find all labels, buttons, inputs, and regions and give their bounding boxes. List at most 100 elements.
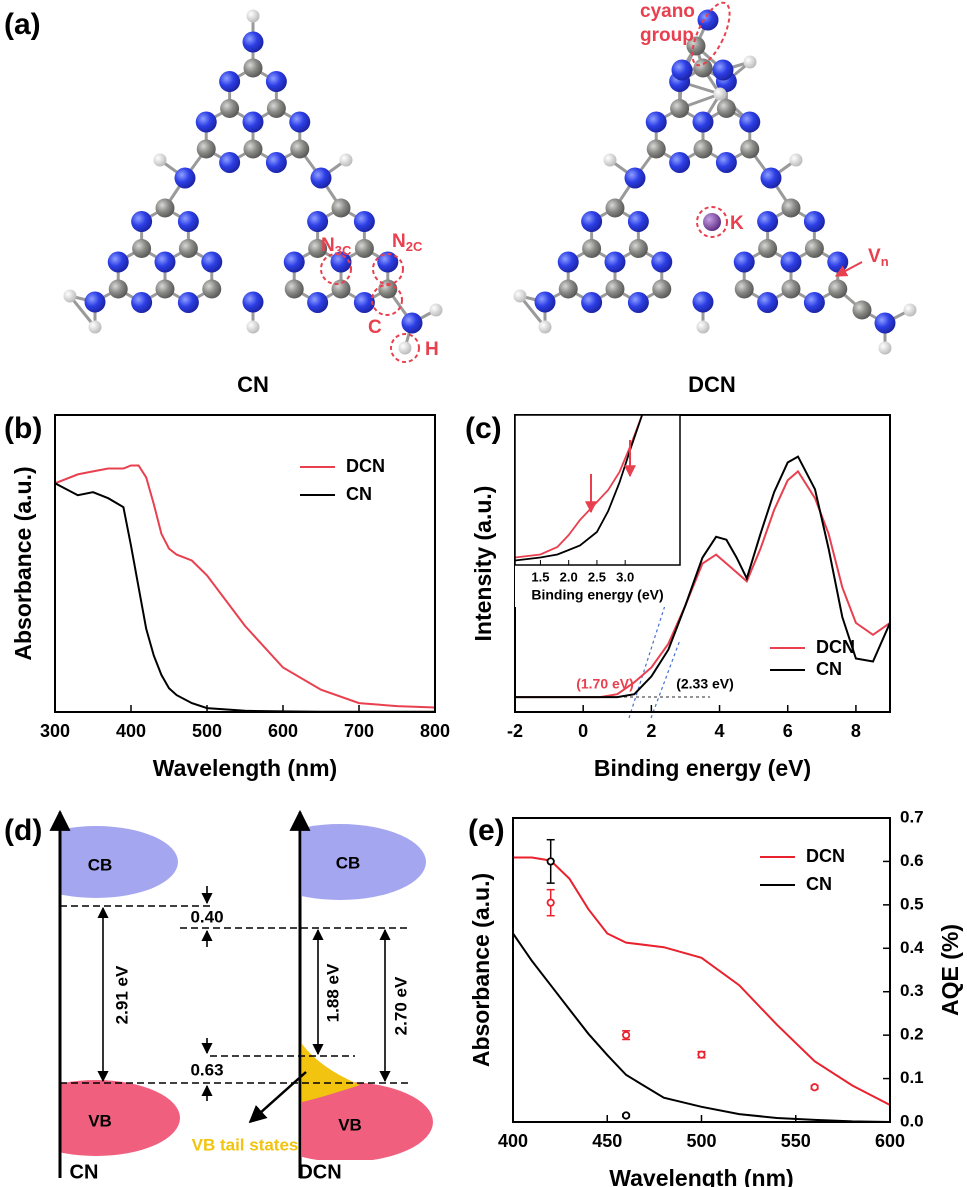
- atom: [354, 239, 374, 258]
- atom: [246, 320, 260, 334]
- x-tick-label: 8: [851, 721, 861, 741]
- band-label: VB: [338, 1115, 362, 1134]
- panel-label: (a): [4, 8, 41, 41]
- atom-label-main: N: [321, 235, 335, 256]
- atom: [646, 139, 666, 159]
- atom: [827, 251, 849, 273]
- atom: [693, 58, 713, 78]
- band-label: CB: [336, 853, 361, 872]
- atom: [177, 211, 199, 232]
- atom: [557, 251, 579, 273]
- atom: [265, 152, 287, 173]
- y2-axis-label: AQE (%): [937, 924, 963, 1016]
- atom: [743, 55, 757, 69]
- atom: [265, 71, 287, 92]
- y-axis-label: Intensity (a.u.): [470, 486, 496, 642]
- x-tick-label: 500: [192, 721, 222, 741]
- legend-label: DCN: [346, 456, 385, 476]
- atom: [627, 292, 649, 313]
- legend-label: DCN: [806, 846, 845, 866]
- tail-label: VB tail states: [192, 1135, 299, 1154]
- y2-tick-label: 0.6: [900, 851, 924, 870]
- highlight: [390, 333, 420, 363]
- band-labels: CB CB VB VB 0.40 0.63 2.91 eV 1.88 eV 2.…: [70, 853, 411, 1183]
- atom: [713, 87, 727, 101]
- point: [621, 1031, 631, 1040]
- levels: [60, 905, 410, 1084]
- atom: [219, 71, 241, 92]
- atom: [582, 239, 602, 258]
- atom: [331, 279, 351, 299]
- y2-tick-label: 0.7: [900, 807, 924, 826]
- atom: [108, 279, 128, 299]
- atom: [307, 292, 329, 313]
- x-tick-label: 700: [344, 721, 374, 741]
- atom: [266, 99, 286, 118]
- atom: [558, 279, 578, 299]
- annotation: cyano: [640, 1, 695, 22]
- atom: [734, 279, 754, 299]
- gap-label: 2.91 eV: [112, 965, 131, 1024]
- atom: [196, 139, 216, 159]
- atom: [803, 292, 825, 313]
- inset-x-tick-label: 2.0: [560, 569, 578, 584]
- material-label: DCN: [298, 1161, 341, 1183]
- gap-label: 1.88 eV: [323, 963, 342, 1022]
- structure-annotations: [320, 1, 731, 363]
- point: [810, 1083, 819, 1092]
- atom: [178, 239, 198, 258]
- gap-label: 2.70 eV: [391, 976, 410, 1035]
- atom: [651, 251, 673, 273]
- x-tick-label: 400: [116, 721, 146, 741]
- atom: [154, 251, 176, 273]
- atom: [220, 99, 240, 118]
- atom: [671, 59, 693, 81]
- panel-label: (b): [4, 412, 42, 445]
- atom: [874, 312, 896, 334]
- panel-label: (d): [4, 814, 42, 847]
- x-axis-label: Wavelength (nm): [609, 1165, 793, 1187]
- point: [621, 1111, 631, 1120]
- annotation-sub: n: [881, 254, 889, 269]
- atom: [670, 99, 690, 118]
- atom: [310, 167, 332, 189]
- atom: [852, 300, 872, 320]
- annotation: (1.70 eV): [576, 676, 634, 692]
- atom: [242, 111, 264, 133]
- x-tick-label: 800: [420, 721, 450, 741]
- atom: [377, 251, 399, 273]
- atom: [107, 251, 129, 273]
- atom: [903, 303, 917, 317]
- atom: [878, 341, 892, 355]
- atom: [604, 251, 626, 273]
- atom: [308, 239, 328, 258]
- offset-label: 0.63: [190, 1060, 223, 1079]
- x-tick-label: 4: [715, 721, 725, 741]
- annotation: Vn: [868, 246, 889, 269]
- atom: [242, 31, 264, 53]
- inset-x-axis-label: Binding energy (eV): [531, 587, 663, 603]
- atom: [716, 99, 736, 118]
- atom-label: N2C: [392, 231, 423, 254]
- atom: [624, 167, 646, 189]
- atom: [289, 111, 311, 133]
- point: [697, 1050, 706, 1059]
- y2-tick-label: 0.5: [900, 894, 924, 913]
- atom: [693, 139, 713, 159]
- atom: [132, 239, 152, 258]
- atom-label: H: [425, 339, 439, 360]
- band-label: VB: [88, 1111, 112, 1130]
- x-tick-label: 300: [40, 721, 70, 741]
- atom: [513, 289, 527, 303]
- atom: [781, 279, 801, 299]
- x-tick-label: 600: [875, 1131, 905, 1151]
- atom: [581, 211, 603, 232]
- atom-label: N3C: [321, 235, 352, 258]
- atom: [605, 279, 625, 299]
- arrows: [97, 886, 391, 1124]
- x-tick-label: 0: [578, 721, 588, 741]
- bond: [518, 295, 547, 328]
- tail-states: [302, 1044, 360, 1102]
- atom: [828, 279, 848, 299]
- x-tick-label: -2: [507, 721, 523, 741]
